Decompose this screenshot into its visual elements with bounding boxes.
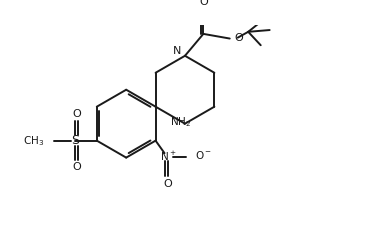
Text: O: O bbox=[199, 0, 208, 7]
Text: CH$_3$: CH$_3$ bbox=[23, 134, 44, 148]
Text: O: O bbox=[72, 163, 81, 173]
Text: O: O bbox=[234, 33, 243, 43]
Text: O$^-$: O$^-$ bbox=[195, 149, 212, 161]
Text: N$^+$: N$^+$ bbox=[160, 150, 177, 163]
Text: NH$_2$: NH$_2$ bbox=[170, 115, 191, 129]
Text: S: S bbox=[71, 134, 80, 147]
Text: O: O bbox=[164, 178, 173, 188]
Text: N: N bbox=[173, 46, 182, 56]
Text: O: O bbox=[72, 109, 81, 119]
